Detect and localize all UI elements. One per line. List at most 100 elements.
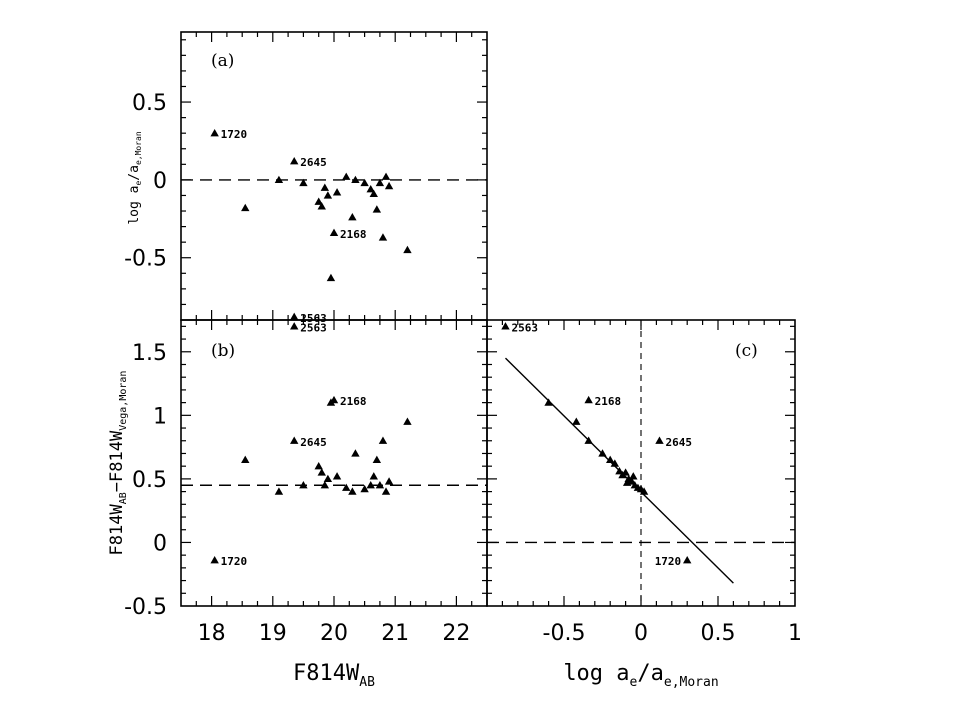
panel-c-xtick-label: 1 [788, 621, 802, 646]
panel-a-point-6 [317, 202, 326, 210]
panel-a-point-17 [369, 189, 378, 198]
panel-c-xlabel-mid: /a [637, 661, 664, 686]
panel-b-ylabel-mid: −F814W [107, 430, 127, 492]
panel-c-point-18 [629, 472, 638, 480]
panel-b-point-15 [360, 484, 369, 493]
panel-c-xlabel-sub1: e [630, 675, 638, 690]
annotation-c-2168: 2168 [595, 395, 622, 408]
panel-c-point-4 [584, 395, 593, 404]
panel-b-point-14 [351, 449, 360, 457]
panel-c-point-2 [572, 417, 581, 425]
panel-a-point-1 [241, 203, 250, 212]
panel-c-xtick-label: -0.5 [543, 621, 586, 646]
panel-a-ylabel-main: log a [127, 186, 142, 225]
panel-a-frame [180, 31, 488, 321]
panel-b-xtick-label: 18 [198, 621, 226, 646]
panel-a-ylabel-sub2: e,Moran [134, 131, 143, 165]
panel-b-xlabel-main: F814W [293, 661, 360, 686]
panel-b-label: (b) [211, 341, 235, 361]
panel-b-point-2 [274, 487, 284, 495]
panel-b-xtick-label: 21 [381, 621, 409, 646]
panel-b-ylabel: F814WAB−F814WVega,Moran [107, 371, 129, 556]
annotation-c-1720: 1720 [655, 555, 682, 568]
panel-c-point-6 [606, 455, 615, 463]
panel-b-ylabel-sub2: Vega,Moran [118, 371, 129, 431]
panel-c-point-10 [621, 468, 630, 476]
panel-a-point-19 [375, 178, 385, 187]
panel-b-ytick-label: 1 [153, 404, 167, 429]
panel-a-point-16 [366, 185, 375, 193]
panel-c-label: (c) [735, 341, 758, 361]
panel-a-point-22 [384, 181, 394, 190]
annotation-b-1720: 1720 [221, 555, 248, 568]
panel-a-label: (a) [211, 51, 234, 71]
annotation-b-2168: 2168 [340, 395, 367, 408]
panel-a-point-2 [274, 175, 284, 184]
panel-c-point-5 [598, 449, 607, 457]
panel-b-ylabel-main: F814W [107, 503, 127, 555]
panel-a-ytick-label: -0.5 [124, 247, 167, 272]
panel-c-point-20 [683, 556, 692, 564]
panel-a-point-4 [299, 178, 308, 187]
panel-a-ytick-label: 0.5 [132, 91, 167, 116]
panel-a-point-13 [348, 213, 357, 221]
panel-a-point-10 [329, 228, 339, 236]
panel-b-point-6 [317, 468, 326, 476]
panel-a-point-14 [351, 175, 360, 184]
panel-a-ytick-label: 0 [153, 169, 167, 194]
panel-c-point-3 [584, 436, 593, 444]
panel-b-point-5 [314, 461, 323, 470]
panel-c-point-12 [627, 477, 636, 485]
panel-c-xlabel: log ae/ae,Moran [563, 661, 718, 690]
panel-a-point-11 [332, 188, 342, 196]
panel-b-point-12 [342, 483, 351, 491]
panel-b-point-23 [403, 417, 412, 425]
panel-c-point-17 [622, 478, 632, 486]
annotation-a-2645: 2645 [300, 156, 327, 169]
panel-b-ytick-label: -0.5 [124, 595, 167, 620]
panel-a-ylabel: log ae/ae,Moran [127, 131, 143, 225]
panel-b-ytick-label: 0.5 [132, 468, 167, 493]
panel-c-point-8 [615, 467, 624, 475]
annotation-a-1720: 1720 [221, 128, 248, 141]
panel-a-ylabel-sub1: e [134, 181, 143, 186]
panel-b-point-1 [241, 455, 250, 463]
panel-b-ytick-label: 0 [153, 531, 167, 556]
panel-c-xtick-label: 0.5 [701, 621, 736, 646]
panel-b-point-17 [369, 472, 378, 480]
panel-a-point-23 [403, 245, 412, 254]
panel-b-point-19 [375, 481, 385, 489]
panel-b-point-24 [290, 322, 299, 330]
panel-b-point-8 [323, 474, 333, 483]
panel-b-ytick-label: 1.5 [132, 341, 167, 366]
panel-b-point-7 [320, 481, 330, 489]
panel-a-point-7 [320, 183, 330, 191]
annotation-b-2563: 2563 [300, 321, 327, 334]
panel-c-xlabel-sub2: e,Moran [664, 675, 719, 690]
panel-c-xlabel-main: log a [563, 661, 629, 686]
annotation-c-2563: 2563 [511, 321, 537, 334]
panel-a-point-18 [372, 205, 382, 213]
panel-c-point-1 [544, 398, 553, 406]
panel-b-point-20 [378, 436, 388, 444]
panel-c-point-0 [501, 322, 510, 330]
panel-b-point-4 [299, 481, 308, 489]
panel-b-xlabel-sub: AB [359, 675, 375, 690]
annotation-b-2645: 2645 [300, 436, 327, 449]
panel-a-point-21 [381, 172, 391, 180]
panel-a-ylabel-mid: /a [127, 165, 142, 181]
panel-b-point-0 [210, 556, 219, 564]
panel-b-xtick-label: 22 [442, 621, 470, 646]
panel-b-xtick-label: 20 [320, 621, 348, 646]
annotation-a-2563: 2563 [300, 312, 327, 325]
panel-b-point-10 [329, 395, 339, 404]
panel-a-point-3 [290, 157, 299, 165]
svg-text:log ae/ae,Moran: log ae/ae,Moran [127, 131, 143, 225]
panel-b-point-18 [372, 455, 382, 463]
panel-a-point-12 [342, 172, 351, 180]
svg-text:F814WAB−F814WVega,Moran: F814WAB−F814WVega,Moran [107, 371, 129, 556]
panel-c-point-16 [639, 487, 649, 495]
panel-a-point-0 [210, 128, 219, 137]
panel-b-point-13 [348, 487, 357, 495]
